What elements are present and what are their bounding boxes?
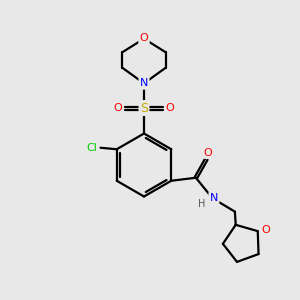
Text: N: N xyxy=(210,193,218,203)
Text: Cl: Cl xyxy=(87,143,98,153)
Text: O: O xyxy=(113,103,122,113)
Text: N: N xyxy=(140,78,148,88)
Text: O: O xyxy=(166,103,175,113)
Text: O: O xyxy=(203,148,212,158)
Text: O: O xyxy=(140,33,148,43)
Text: S: S xyxy=(140,101,148,115)
Text: O: O xyxy=(262,225,271,235)
Text: H: H xyxy=(198,199,206,208)
